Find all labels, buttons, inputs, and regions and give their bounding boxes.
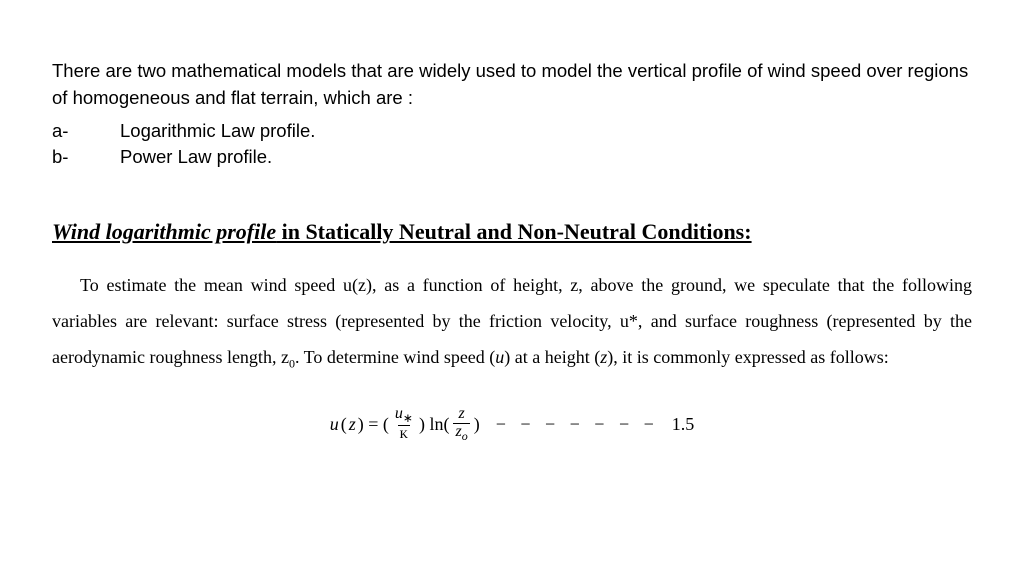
eq-close: ) (474, 414, 480, 435)
list-b-text: Power Law profile. (120, 146, 272, 167)
list-b-label: b- (52, 144, 120, 171)
list-item-b: b-Power Law profile. (52, 144, 972, 171)
eq-lhs-z: z (349, 414, 356, 435)
eq-frac-2: z zo (453, 406, 469, 443)
heading-italic: Wind logarithmic profile (52, 219, 276, 244)
body-paragraph: To estimate the mean wind speed u(z), as… (52, 267, 972, 376)
list-a-label: a- (52, 118, 120, 145)
eq-frac2-den: zo (453, 423, 469, 443)
eq-frac1-num: u∗ (393, 406, 415, 425)
para-seg-4: ), it is commonly expressed as follows: (607, 347, 888, 367)
eq-frac1-u: u (395, 405, 403, 422)
eq-frac1-star: ∗ (403, 411, 413, 425)
eq-dashes: − − − − − − − (496, 414, 656, 435)
para-seg-3: ) at a height ( (504, 347, 600, 367)
equation: u ( z ) = ( u∗ ᴋ ) ln( z zo ) − − − − − … (330, 406, 695, 443)
eq-lhs-u: u (330, 414, 339, 435)
para-u: u (495, 347, 504, 367)
eq-frac2-o: o (462, 429, 468, 443)
eq-lhs-close: ) = ( (358, 414, 389, 435)
eq-mid: ) ln( (419, 414, 450, 435)
heading-rest: in Statically Neutral and Non-Neutral Co… (276, 219, 751, 244)
list-item-a: a-Logarithmic Law profile. (52, 118, 972, 145)
eq-frac2-num: z (456, 406, 466, 423)
section-heading: Wind logarithmic profile in Statically N… (52, 219, 972, 245)
eq-frac1-den: ᴋ (398, 425, 411, 443)
equation-row: u ( z ) = ( u∗ ᴋ ) ln( z zo ) − − − − − … (52, 406, 972, 443)
intro-text: There are two mathematical models that a… (52, 58, 972, 112)
eq-frac-1: u∗ ᴋ (393, 406, 415, 443)
list-a-text: Logarithmic Law profile. (120, 120, 315, 141)
eq-number: 1.5 (672, 414, 695, 435)
eq-lhs-open: ( (341, 414, 347, 435)
para-seg-2: . To determine wind speed ( (295, 347, 495, 367)
